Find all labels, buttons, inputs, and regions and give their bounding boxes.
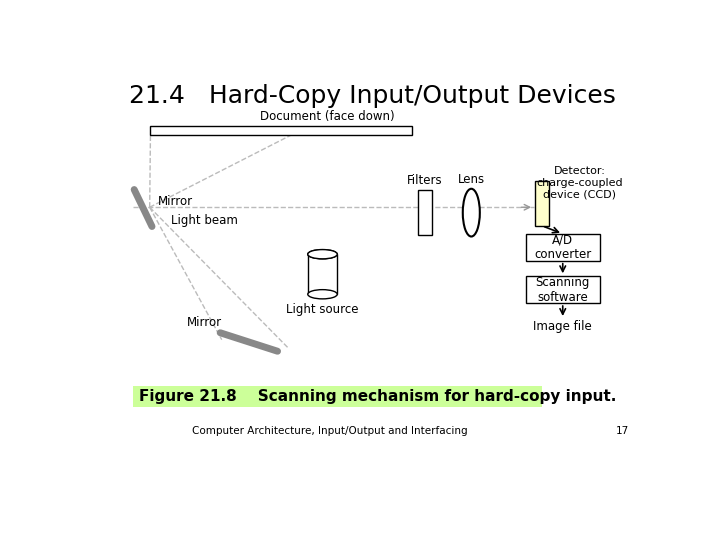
Bar — [526, 276, 600, 303]
Ellipse shape — [307, 249, 337, 259]
Bar — [418, 190, 432, 235]
Text: 21.4   Hard-Copy Input/Output Devices: 21.4 Hard-Copy Input/Output Devices — [129, 84, 616, 108]
Text: 17: 17 — [616, 426, 629, 436]
Bar — [526, 234, 600, 261]
Text: Filters: Filters — [407, 174, 443, 187]
Text: Mirror: Mirror — [158, 194, 194, 207]
Text: Computer Architecture, Input/Output and Interfacing: Computer Architecture, Input/Output and … — [192, 426, 468, 436]
Text: Lens: Lens — [458, 173, 485, 186]
Text: Image file: Image file — [534, 320, 592, 333]
Text: Light beam: Light beam — [171, 214, 238, 227]
Text: Scanning
software: Scanning software — [536, 275, 590, 303]
Bar — [132, 386, 542, 408]
Bar — [535, 181, 549, 226]
Bar — [150, 126, 412, 135]
Text: A/D
converter: A/D converter — [534, 233, 591, 261]
Text: Detector:
charge-coupled
device (CCD): Detector: charge-coupled device (CCD) — [536, 166, 623, 200]
Ellipse shape — [463, 189, 480, 237]
Ellipse shape — [307, 289, 337, 299]
Text: Light source: Light source — [287, 303, 359, 316]
Bar — [307, 254, 337, 294]
Text: Figure 21.8    Scanning mechanism for hard-copy input.: Figure 21.8 Scanning mechanism for hard-… — [139, 389, 616, 404]
Text: Document (face down): Document (face down) — [260, 110, 395, 123]
Text: Mirror: Mirror — [187, 316, 222, 329]
Ellipse shape — [307, 249, 337, 259]
